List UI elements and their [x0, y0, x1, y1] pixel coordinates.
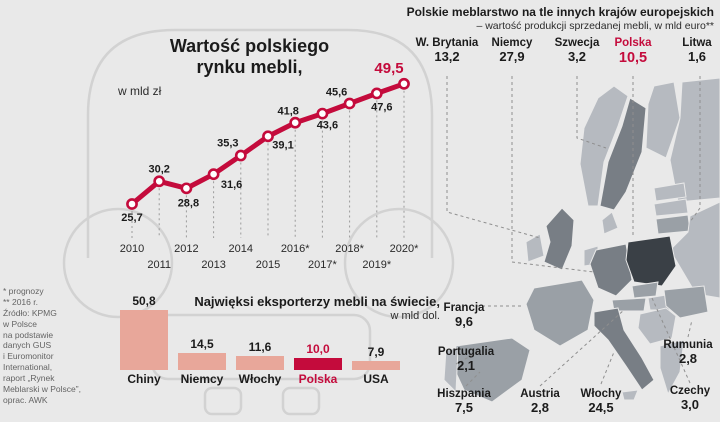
country-label-polska: Polska 10,5 [614, 37, 652, 66]
map-sicily [621, 389, 639, 401]
value-label: 43,6 [317, 120, 338, 132]
data-point [126, 198, 138, 210]
country-label-rumunia: Rumunia 2,8 [663, 339, 713, 366]
data-point [370, 87, 383, 100]
year-label: 2016* [281, 243, 310, 255]
year-label: 2011 [147, 259, 171, 271]
map-poland [625, 235, 677, 287]
value-label: 49,5 [374, 60, 403, 77]
bar [236, 356, 284, 370]
country-label-wlochy: Włochy 24,5 [580, 388, 622, 415]
data-point [343, 97, 356, 110]
europe-panel-title: Polskie meblarstwo na tle innych krajów … [406, 5, 714, 19]
bar-value-label: 11,6 [248, 340, 272, 355]
year-label: 2010 [120, 243, 144, 255]
bar-category-label: Chiny [127, 372, 161, 386]
map-italy [593, 307, 655, 391]
map-sweden [599, 97, 647, 211]
country-label-w-brytania: W. Brytania 13,2 [415, 37, 479, 64]
country-label-niemcy: Niemcy 27,9 [491, 37, 533, 64]
country-label-szwecja: Szwecja 3,2 [554, 37, 600, 64]
map-norway [579, 85, 629, 207]
year-label: 2018* [335, 243, 364, 255]
map-greece [659, 339, 685, 396]
country-label-portugalia: Portugalia 2,1 [437, 346, 495, 373]
bar-group-1: 14,5 Niemcy [178, 337, 226, 387]
value-label: 25,7 [121, 212, 142, 224]
data-point [289, 116, 302, 129]
exporters-chart-title: Najwięksi eksporterzy mebli na świecie, … [194, 294, 440, 322]
value-label: 35,3 [217, 138, 238, 150]
map-leader-lines [446, 76, 701, 387]
market-line-chart: 25,7 30,2 28,8 31,6 35,3 39,1 41,8 43,6 45,6 47,6… [120, 60, 419, 271]
data-point [234, 149, 247, 162]
year-label: 2020* [390, 243, 419, 255]
map-germany [589, 243, 633, 297]
year-label: 2013 [201, 259, 225, 271]
bar [352, 360, 400, 370]
bar-category-label: Niemcy [180, 372, 224, 386]
map-lithuania [655, 214, 691, 235]
value-label: 45,6 [326, 87, 347, 99]
value-label: 30,2 [148, 163, 169, 175]
market-chart-unit: w mld zł [118, 84, 162, 98]
map-ireland [525, 233, 545, 263]
data-point [153, 175, 166, 188]
bar-value-label: 10,0 [306, 342, 330, 357]
bar-group-2: 11,6 Włochy [236, 340, 284, 387]
map-estonia [653, 182, 687, 202]
map-romania [663, 285, 709, 319]
data-point [207, 168, 220, 181]
value-label: 41,8 [277, 106, 298, 118]
year-label: 2012 [174, 243, 198, 255]
bar [294, 358, 342, 370]
bar-value-label: 50,8 [132, 294, 156, 309]
footnotes: * prognozy ** 2016 r. Źródło: KPMG w Pol… [3, 286, 81, 405]
year-label: 2015 [256, 259, 280, 271]
year-label: 2019* [362, 259, 391, 271]
europe-panel-subtitle: – wartość produkcji sprzedanej mebli, w … [476, 20, 714, 32]
map-latvia [653, 198, 689, 217]
market-chart-title: Wartość polskiego rynku mebli, [169, 36, 330, 77]
bar-category-label: USA [363, 372, 389, 386]
value-label: 28,8 [178, 197, 199, 209]
country-label-francja: Francja 9,6 [443, 302, 485, 329]
bar-category-label: Włochy [238, 372, 282, 386]
map-portugal [443, 347, 459, 394]
value-label: 31,6 [221, 179, 242, 191]
bar-group-0: 50,8 Chiny [120, 294, 168, 387]
bar [178, 352, 226, 370]
map-denmark [601, 211, 619, 235]
map-austria [611, 297, 647, 312]
country-label-litwa: Litwa 1,6 [682, 37, 712, 64]
year-label: 2017* [308, 259, 337, 271]
country-label-hiszpania: Hiszpania 7,5 [437, 388, 491, 415]
data-point [262, 130, 274, 143]
exporters-bar-chart: 50,8 Chiny 14,5 Niemcy 11,6 Włochy 10,0 Polska 7… [116, 290, 416, 387]
bar-value-label: 14,5 [190, 336, 214, 351]
bar [120, 310, 168, 370]
bar-group-4: 7,9 USA [352, 345, 400, 387]
europe-map [443, 77, 720, 403]
map-czechia [631, 281, 659, 299]
data-point [398, 77, 410, 90]
map-balkans [637, 307, 677, 345]
country-label-czechy: Czechy 3,0 [669, 385, 711, 412]
bar-category-label: Polska [298, 372, 338, 386]
map-uk [543, 207, 575, 271]
value-label: 39,1 [272, 139, 293, 151]
country-label-austria: Austria 2,8 [520, 388, 560, 415]
year-label: 2014 [229, 243, 253, 255]
value-label: 47,6 [371, 101, 392, 113]
map-russia [669, 77, 720, 203]
bar-group-3: 10,0 Polska [294, 342, 342, 387]
map-france [525, 279, 595, 347]
data-point [316, 107, 329, 120]
armchair-outline-illustration [62, 28, 455, 416]
data-point [180, 182, 193, 195]
bar-value-label: 7,9 [367, 344, 385, 359]
